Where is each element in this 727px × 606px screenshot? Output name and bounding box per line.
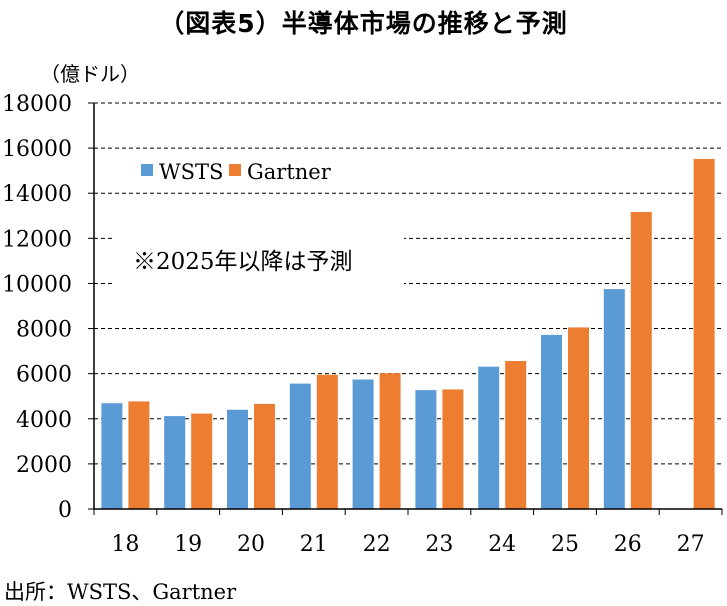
forecast-note: ※2025年以降は予測 (112, 236, 404, 286)
x-tick-label: 27 (677, 532, 705, 557)
bars (101, 158, 715, 509)
bar-wsts-22 (352, 379, 374, 509)
x-tick-label: 19 (174, 532, 202, 557)
chart-title: （図表5）半導体市場の推移と予測 (159, 9, 568, 38)
x-tick-label: 22 (363, 532, 391, 557)
source-note: 出所：WSTS、Gartner (4, 580, 237, 604)
x-tick-label: 18 (111, 532, 139, 557)
bar-gartner-26 (630, 211, 652, 509)
y-tick-label: 12000 (2, 227, 72, 252)
y-tick-label: 16000 (2, 137, 72, 162)
bar-gartner-20 (254, 403, 275, 509)
legend-label-gartner: Gartner (247, 160, 332, 184)
y-tick-label: 4000 (16, 408, 72, 433)
y-tick-label: 6000 (16, 363, 72, 388)
y-tick-label: 18000 (2, 92, 72, 117)
bar-wsts-21 (289, 383, 311, 509)
y-tick-label: 10000 (2, 272, 72, 297)
forecast-note-text: ※2025年以降は予測 (133, 249, 353, 275)
x-tick-label: 24 (488, 532, 516, 557)
bar-gartner-25 (568, 327, 589, 509)
bar-gartner-27 (693, 158, 715, 509)
bar-gartner-22 (379, 373, 401, 509)
x-tick-label: 25 (551, 532, 579, 557)
x-tick-label: 23 (425, 532, 453, 557)
y-tick-label: 14000 (2, 182, 72, 207)
bar-wsts-20 (227, 409, 248, 509)
x-tick-label: 26 (614, 532, 642, 557)
bar-wsts-26 (603, 289, 625, 509)
bar-wsts-23 (415, 390, 437, 509)
bar-gartner-18 (128, 401, 150, 509)
x-tick-label: 21 (300, 532, 328, 557)
bar-wsts-24 (478, 366, 500, 509)
bar-wsts-18 (101, 403, 123, 509)
bar-gartner-21 (316, 374, 338, 509)
y-unit-label: （億ドル） (40, 62, 140, 86)
bar-gartner-19 (191, 413, 213, 509)
legend: WSTS Gartner (130, 152, 520, 192)
axes: 0 2000 4000 6000 8000 10000 12000 14000 16000 180… (2, 92, 723, 557)
bar-wsts-25 (541, 334, 562, 509)
legend-swatch-wsts (141, 164, 153, 176)
x-tick-label: 20 (237, 532, 265, 557)
bar-wsts-19 (164, 416, 186, 509)
y-tick-label: 0 (58, 498, 72, 523)
y-tick-label: 2000 (16, 453, 72, 478)
legend-label-wsts: WSTS (159, 160, 223, 184)
bar-gartner-24 (505, 361, 527, 509)
legend-swatch-gartner (229, 164, 241, 176)
bar-gartner-23 (442, 389, 464, 509)
y-tick-label: 8000 (16, 318, 72, 343)
